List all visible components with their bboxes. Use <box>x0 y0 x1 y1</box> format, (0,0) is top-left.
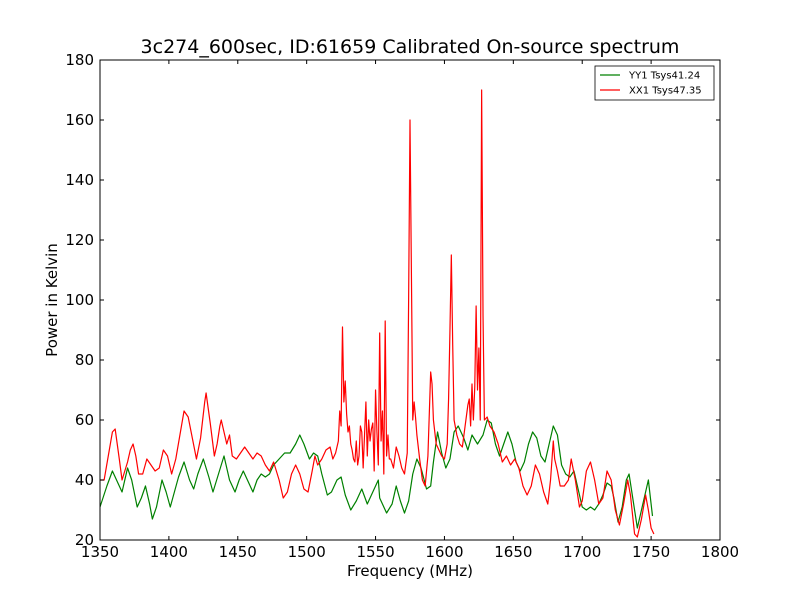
x-tick-label: 1400 <box>150 543 188 561</box>
x-tick-label: 1550 <box>356 543 394 561</box>
legend-box <box>594 65 715 101</box>
legend-label-yy1: YY1 Tsys41.24 <box>628 71 700 82</box>
x-tick-label: 1600 <box>425 543 463 561</box>
y-axis-label: Power in Kelvin <box>43 243 61 357</box>
series-line-xx1 <box>100 89 655 538</box>
y-tick-label: 20 <box>75 531 94 549</box>
x-tick-label: 1350 <box>81 543 119 561</box>
y-tick-label: 40 <box>75 471 94 489</box>
y-tick-label: 140 <box>65 171 94 189</box>
x-tick-label: 1750 <box>632 543 670 561</box>
y-tick-label: 80 <box>75 351 94 369</box>
y-tick-label: 100 <box>65 291 94 309</box>
legend-label-xx1: XX1 Tsys47.35 <box>629 86 702 97</box>
y-tick-label: 180 <box>65 51 94 69</box>
x-tick-label: 1800 <box>701 543 739 561</box>
x-tick-label: 1700 <box>563 543 601 561</box>
series-line-yy1 <box>99 419 654 529</box>
x-tick-label: 1450 <box>219 543 257 561</box>
legend: YY1 Tsys41.24 XX1 Tsys47.35 <box>594 65 715 101</box>
chart-title: 3c274_600sec, ID:61659 Calibrated On-sou… <box>141 36 680 58</box>
plot-frame <box>99 59 721 541</box>
y-tick-label: 120 <box>65 231 94 249</box>
x-tick-label: 1500 <box>288 543 326 561</box>
x-tick-label: 1650 <box>494 543 532 561</box>
x-axis-label: Frequency (MHz) <box>347 562 473 580</box>
series-layer <box>99 89 655 538</box>
y-tick-label: 160 <box>65 111 94 129</box>
tick-layer: 1350 1400 1450 1500 1550 1600 1650 1700 1750 1800… <box>65 51 739 561</box>
y-tick-label: 60 <box>75 411 94 429</box>
